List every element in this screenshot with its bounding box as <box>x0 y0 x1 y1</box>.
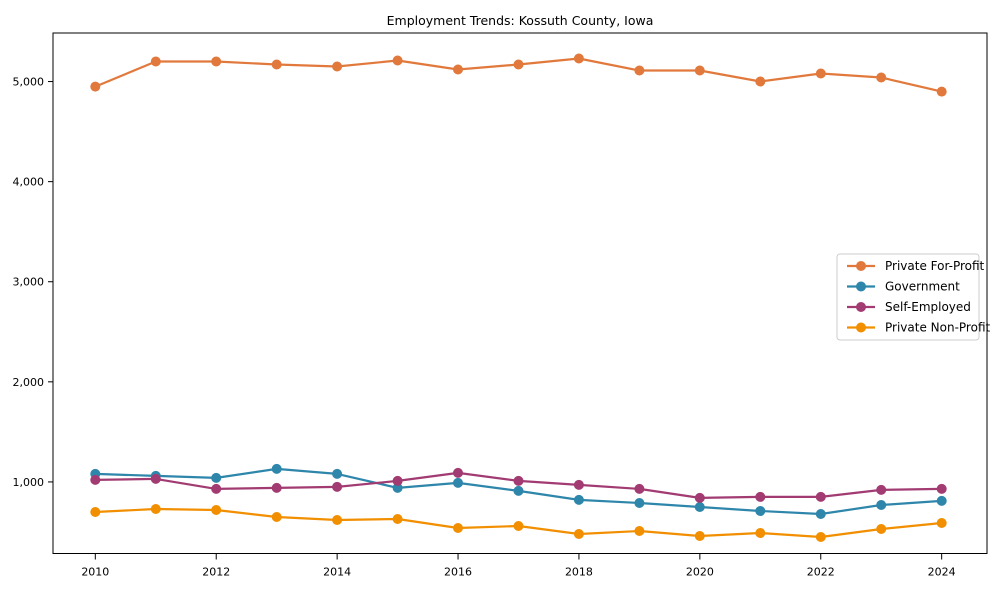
data-point <box>392 475 403 486</box>
data-point <box>392 482 403 493</box>
data-point <box>332 515 343 525</box>
y-tick-label: 5,000 <box>13 76 45 89</box>
data-point <box>755 528 766 538</box>
data-point <box>815 491 826 502</box>
data-point <box>936 518 947 528</box>
legend-label: Private Non-Profit <box>885 321 991 335</box>
data-point <box>211 483 222 494</box>
data-point <box>453 64 463 75</box>
data-point <box>876 72 887 83</box>
data-point <box>573 53 584 64</box>
data-point <box>634 483 645 494</box>
legend-label: Self-Employed <box>885 300 971 314</box>
data-point <box>211 505 222 515</box>
data-point <box>513 59 524 70</box>
data-point <box>332 61 343 72</box>
data-point <box>755 76 766 87</box>
legend-label: Private For-Profit <box>885 259 985 273</box>
data-point <box>392 514 403 524</box>
data-point <box>634 65 645 76</box>
y-tick-label: 4,000 <box>13 176 45 189</box>
legend-label: Government <box>885 280 960 294</box>
data-point <box>150 56 161 67</box>
data-point <box>573 494 584 505</box>
data-point <box>755 491 766 502</box>
chart-title: Employment Trends: Kossuth County, Iowa <box>387 13 654 28</box>
legend-marker-dot <box>856 281 866 292</box>
x-tick-label: 2014 <box>323 566 351 579</box>
data-point <box>453 477 463 488</box>
legend-marker-dot <box>856 261 866 271</box>
data-point <box>815 68 826 79</box>
data-point <box>815 509 826 519</box>
y-tick-label: 3,000 <box>13 276 45 289</box>
data-point <box>694 531 705 541</box>
data-point <box>513 521 524 531</box>
data-point <box>815 532 826 542</box>
y-tick-label: 1,000 <box>13 476 45 489</box>
legend-marker-dot <box>856 322 866 333</box>
data-point <box>876 484 887 495</box>
data-point <box>573 529 584 539</box>
data-point <box>392 55 403 66</box>
data-point <box>634 526 645 536</box>
legend: Private For-Profit Government Self-Employe… <box>836 253 991 341</box>
data-point <box>332 468 343 479</box>
data-point <box>150 504 161 514</box>
x-tick-label: 2024 <box>928 566 956 579</box>
legend-box <box>836 253 980 341</box>
axes-layer: 2010 2012 2014 2016 2018 2020 2022 2024 1,000 2,0… <box>13 32 988 579</box>
data-point <box>271 512 282 522</box>
data-point <box>90 81 101 92</box>
data-point <box>90 507 101 517</box>
data-point <box>211 472 222 483</box>
data-point <box>513 485 524 496</box>
data-point <box>211 56 222 67</box>
data-point <box>271 463 282 474</box>
data-point <box>876 500 887 510</box>
data-point <box>755 506 766 516</box>
x-tick-label: 2018 <box>565 566 593 579</box>
data-point <box>694 502 705 512</box>
data-point <box>936 495 947 506</box>
x-tick-label: 2022 <box>807 566 835 579</box>
data-point <box>332 481 343 492</box>
data-point <box>271 482 282 493</box>
data-point <box>694 492 705 503</box>
x-tick-label: 2012 <box>202 566 230 579</box>
data-point <box>513 475 524 486</box>
data-point <box>573 479 584 490</box>
x-tick-label: 2010 <box>81 566 109 579</box>
y-tick-label: 2,000 <box>13 376 45 389</box>
data-point <box>453 523 463 533</box>
data-point <box>150 473 161 484</box>
data-point <box>936 483 947 494</box>
series-layer <box>90 53 947 542</box>
data-point <box>936 86 947 97</box>
x-tick-label: 2020 <box>686 566 714 579</box>
legend-marker-dot <box>856 302 866 312</box>
data-point <box>634 498 645 508</box>
x-tick-label: 2016 <box>444 566 472 579</box>
data-point <box>876 524 887 534</box>
plot-frame <box>52 32 988 554</box>
data-point <box>453 467 463 478</box>
data-point <box>271 59 282 70</box>
data-point <box>694 65 705 76</box>
data-point <box>90 474 101 485</box>
